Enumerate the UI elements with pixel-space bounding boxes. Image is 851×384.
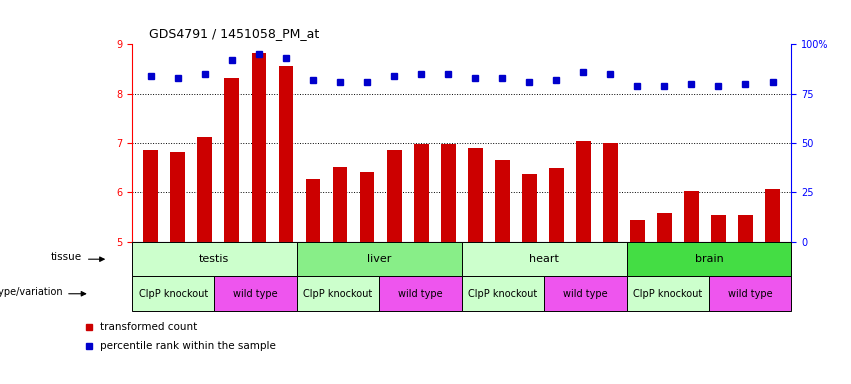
Bar (603, 143, 618, 242)
Text: ClpP knockout: ClpP knockout (139, 289, 208, 299)
Bar (626, 276, 709, 311)
Bar (461, 242, 626, 276)
Text: ClpP knockout: ClpP knockout (468, 289, 538, 299)
Bar (544, 276, 626, 311)
Bar (306, 179, 321, 242)
Bar (214, 276, 297, 311)
Bar (468, 148, 483, 242)
Bar (143, 151, 158, 242)
Text: GDS4791 / 1451058_PM_at: GDS4791 / 1451058_PM_at (149, 27, 319, 40)
Text: wild type: wild type (233, 289, 278, 299)
Bar (738, 215, 753, 242)
Bar (414, 144, 429, 242)
Bar (170, 152, 186, 242)
Text: wild type: wild type (728, 289, 773, 299)
Text: ClpP knockout: ClpP knockout (633, 289, 702, 299)
Text: testis: testis (199, 254, 230, 264)
Bar (132, 276, 214, 311)
Bar (576, 141, 591, 242)
Bar (709, 276, 791, 311)
Bar (494, 161, 510, 242)
Text: brain: brain (694, 254, 723, 264)
Bar (386, 151, 402, 242)
Bar (297, 242, 461, 276)
Bar (360, 172, 374, 242)
Text: liver: liver (367, 254, 391, 264)
Bar (657, 213, 671, 242)
Text: transformed count: transformed count (100, 321, 197, 332)
Bar (441, 144, 455, 242)
Bar (711, 215, 726, 242)
Text: wild type: wild type (563, 289, 608, 299)
Text: percentile rank within the sample: percentile rank within the sample (100, 341, 276, 351)
Bar (684, 192, 699, 242)
Bar (380, 276, 462, 311)
Text: ClpP knockout: ClpP knockout (304, 289, 373, 299)
Bar (252, 53, 266, 242)
Bar (278, 66, 294, 242)
Bar (522, 174, 537, 242)
Bar (132, 242, 297, 276)
Bar (461, 276, 544, 311)
Text: tissue: tissue (51, 252, 82, 263)
Bar (225, 78, 239, 242)
Bar (549, 168, 563, 242)
Text: genotype/variation: genotype/variation (0, 287, 63, 297)
Bar (197, 137, 212, 242)
Bar (630, 220, 645, 242)
Text: heart: heart (529, 254, 559, 264)
Bar (333, 167, 347, 242)
Bar (765, 189, 780, 242)
Bar (626, 242, 791, 276)
Text: wild type: wild type (398, 289, 443, 299)
Bar (297, 276, 380, 311)
